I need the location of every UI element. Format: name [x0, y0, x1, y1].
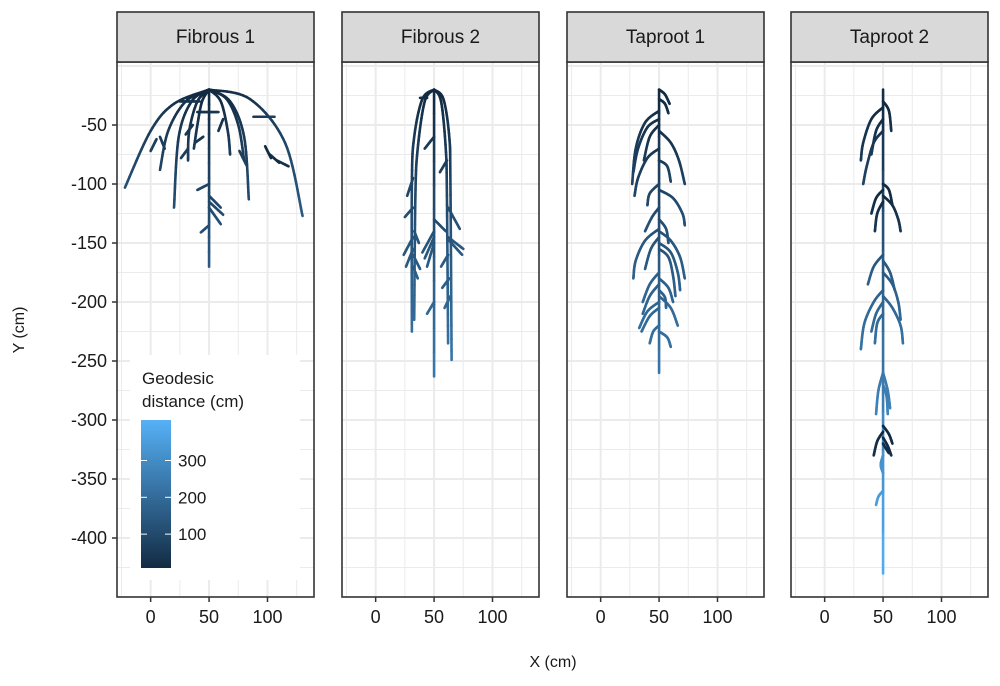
- colorbar-tick-label: 100: [178, 525, 206, 544]
- x-tick-label: 100: [702, 607, 732, 627]
- panel-background: [791, 62, 988, 597]
- y-tick-label: -250: [71, 351, 107, 371]
- y-tick-label: -150: [71, 233, 107, 253]
- root-segment: [425, 148, 426, 149]
- root-segment: [459, 227, 460, 229]
- x-tick-label: 50: [873, 607, 893, 627]
- y-axis-title: Y (cm): [11, 307, 28, 354]
- facet-strip-label: Fibrous 2: [401, 27, 480, 48]
- root-segment: [427, 265, 428, 267]
- root-segment: [246, 164, 247, 165]
- root-segment: [445, 230, 446, 231]
- y-tick-label: -50: [81, 115, 107, 135]
- root-segment: [220, 207, 221, 208]
- colorbar-tick-label: 300: [178, 451, 206, 470]
- root-segment: [186, 134, 187, 135]
- root-segment: [404, 253, 405, 254]
- root-segment: [462, 248, 463, 249]
- x-tick-label: 50: [649, 607, 669, 627]
- x-tick-label: 50: [199, 607, 219, 627]
- root-segment: [442, 287, 443, 288]
- root-segment: [461, 254, 462, 255]
- root-segment: [125, 185, 126, 188]
- legend-title: distance (cm): [142, 392, 244, 411]
- y-tick-label: -300: [71, 410, 107, 430]
- y-tick-label: -350: [71, 469, 107, 489]
- legend-title: Geodesic: [142, 369, 214, 388]
- y-tick-label: -400: [71, 528, 107, 548]
- color-legend: Geodesic distance (cm) 100 200 300: [130, 355, 300, 580]
- root-segment: [440, 171, 441, 172]
- colorbar: [141, 420, 171, 568]
- x-axis-title: X (cm): [529, 654, 576, 671]
- x-tick-label: 0: [371, 607, 381, 627]
- root-segment: [405, 216, 406, 217]
- x-tick-label: 50: [424, 607, 444, 627]
- x-tick-label: 100: [477, 607, 507, 627]
- root-segment: [425, 257, 426, 259]
- root-segment: [406, 265, 407, 266]
- root-segment: [422, 251, 423, 253]
- panel-background: [567, 62, 764, 597]
- x-tick-label: 0: [596, 607, 606, 627]
- facet-strip-label: Taproot 2: [850, 27, 929, 48]
- x-tick-label: 100: [252, 607, 282, 627]
- root-segment: [427, 313, 428, 314]
- root-segment: [419, 268, 420, 269]
- facet-panel-fibrous-2: Fibrous 2 0 50 100: [342, 12, 539, 627]
- root-segment: [302, 212, 303, 216]
- facet-panel-taproot-1: Taproot 1 0 50 100: [567, 12, 764, 627]
- y-axis: -50 -100 -150 -200 -250 -300 -350 -400: [71, 115, 117, 548]
- root-segment: [201, 232, 202, 233]
- root-segment: [222, 214, 223, 215]
- y-tick-label: -100: [71, 174, 107, 194]
- root-segment: [441, 266, 442, 267]
- y-tick-label: -200: [71, 292, 107, 312]
- colorbar-tick-label: 200: [178, 488, 206, 507]
- root-segment: [181, 157, 182, 158]
- facet-panel-taproot-2: Taproot 2 0 50 100: [791, 12, 988, 627]
- panel-background: [342, 62, 539, 597]
- x-tick-label: 0: [820, 607, 830, 627]
- x-tick-label: 100: [926, 607, 956, 627]
- facet-strip-label: Taproot 1: [626, 27, 705, 48]
- facet-strip-label: Fibrous 1: [176, 27, 255, 48]
- x-tick-label: 0: [146, 607, 156, 627]
- root-segment: [220, 223, 221, 224]
